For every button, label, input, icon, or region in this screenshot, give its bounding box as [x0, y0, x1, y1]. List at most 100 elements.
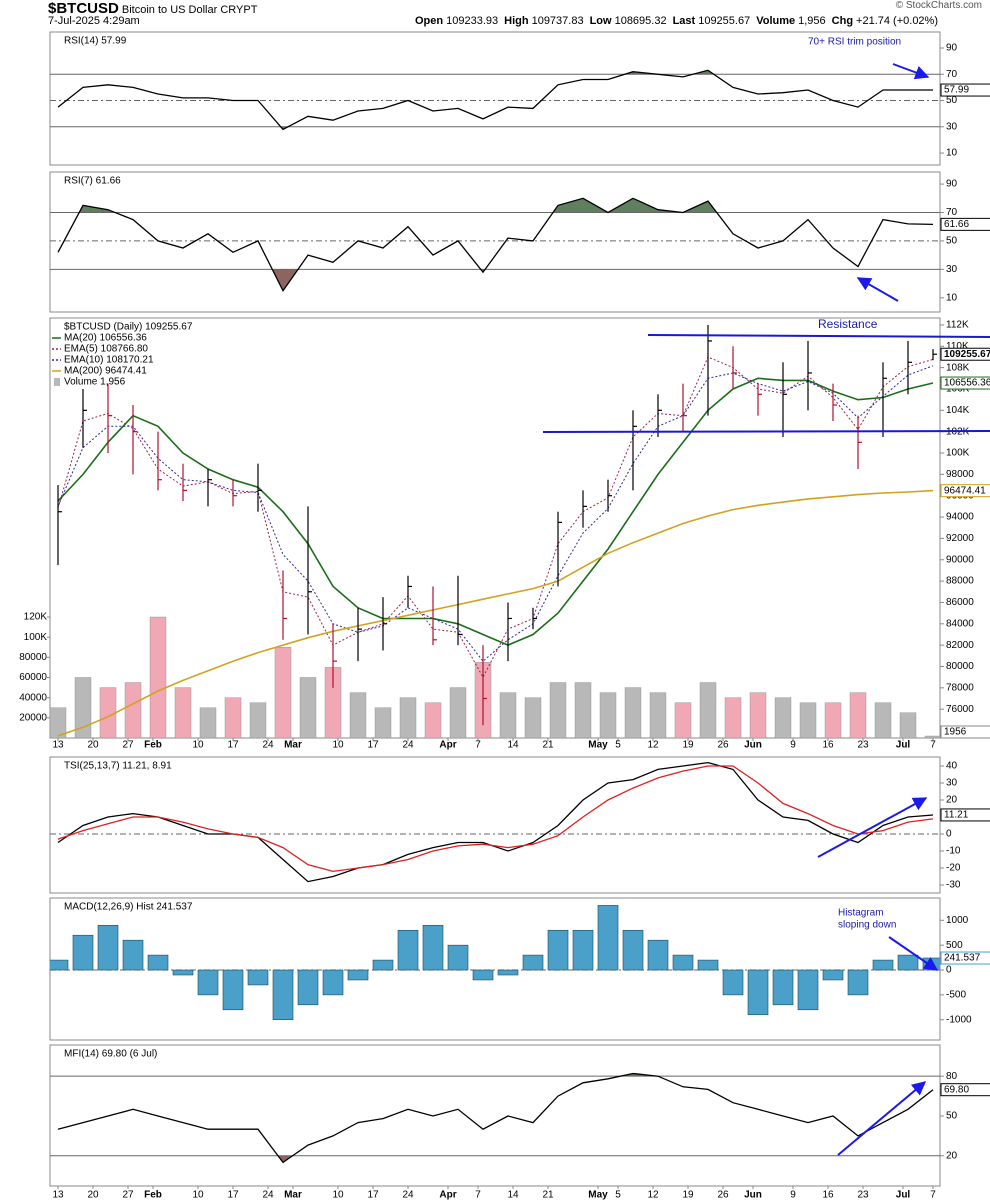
volume-tick-label: 80000: [19, 652, 47, 663]
arrow: [837, 1081, 927, 1156]
histogram-bar: [97, 924, 119, 971]
arrow: [817, 797, 928, 858]
x-tick-label: 21: [542, 1190, 554, 1201]
legend-label: MA(20) 106556.36: [64, 333, 147, 344]
y-tick-label: -20: [946, 863, 961, 874]
legend-swatch: [54, 378, 60, 386]
panel-title: TSI(25,13,7) 11.21, 8.91: [64, 761, 172, 772]
histogram-bar: [547, 929, 569, 971]
x-tick-label: 17: [227, 740, 239, 751]
stat-label: Volume: [756, 15, 796, 27]
plot: [50, 761, 940, 883]
arrow: [856, 277, 899, 302]
x-tick-label: Mar: [284, 740, 302, 751]
histogram-bar: [222, 969, 244, 1011]
annotation: Histagram: [838, 908, 884, 919]
x-tick-label: 13: [52, 740, 64, 751]
y-tick-label: 78000: [946, 682, 974, 693]
series-line: [57, 765, 934, 873]
last-value-box: [940, 951, 990, 965]
volume-bar: [724, 697, 742, 738]
y-tick-label: 20: [946, 795, 958, 806]
y-tick-label: 90: [946, 179, 958, 190]
stat-value: 1,956: [798, 15, 826, 27]
y-tick-label: -1000: [946, 1014, 972, 1025]
panel-frame: [49, 171, 941, 313]
y-tick-label: 0: [946, 965, 952, 976]
stat-label: Low: [589, 15, 612, 27]
volume-bar: [224, 697, 242, 738]
header: $BTCUSD Bitcoin to US Dollar CRYPT 7-Jul…: [48, 0, 938, 30]
volume-bar: [849, 692, 867, 738]
volume-bar: [124, 682, 142, 738]
plot: [50, 197, 940, 292]
volume-bar: [424, 702, 442, 738]
stat-value: 108695.32: [614, 15, 667, 27]
last-value-label: 57.99: [944, 85, 969, 96]
volume-bar: [274, 647, 292, 738]
stat-value: +21.74 (+0.02%): [856, 15, 938, 27]
x-tick-label: 9: [790, 1190, 796, 1201]
histogram-bar: [472, 969, 494, 981]
histogram-bar: [197, 969, 219, 996]
y-tick-label: 30: [946, 121, 958, 132]
y-tick-label: 10: [946, 292, 958, 303]
x-tick-label: 24: [402, 740, 414, 751]
histogram-bar: [322, 969, 344, 996]
x-tick-label: 5: [615, 1190, 621, 1201]
resistance-line: [647, 334, 990, 338]
legend-label: Volume 1,956: [64, 377, 126, 388]
overlay-line: [57, 356, 934, 679]
y-tick-label: 1000: [946, 915, 969, 926]
volume-bar: [149, 616, 167, 738]
overlay-line: [57, 377, 934, 646]
x-tick-label: 23: [857, 740, 869, 751]
histogram-bar: [347, 969, 369, 981]
x-tick-label: May: [588, 1190, 608, 1201]
last-value-label: 106556.36: [944, 378, 990, 389]
series-line: [57, 761, 934, 883]
date: 7-Jul-2025 4:29am: [48, 15, 140, 27]
annotation: sloping down: [838, 920, 896, 931]
x-tick-label: 10: [332, 1190, 344, 1201]
y-tick-label: 112K: [946, 320, 969, 331]
panel-frame: [49, 897, 941, 1041]
instrument-name: Bitcoin to US Dollar: [121, 4, 218, 16]
volume-tick-label: 100K: [24, 632, 48, 643]
x-tick-label: 16: [822, 740, 834, 751]
y-tick-label: 94000: [946, 512, 974, 523]
histogram-bar: [447, 944, 469, 971]
y-tick-label: 110K: [946, 341, 969, 352]
last-value-label: 61.66: [944, 219, 969, 230]
y-tick-label: 40: [946, 761, 958, 772]
header-row: 7-Jul-2025 4:29am Open 109233.93 High 10973…: [48, 15, 938, 27]
histogram-bar: [622, 929, 644, 971]
plot: [50, 324, 940, 738]
y-tick-label: 10: [946, 148, 958, 159]
x-tick-label: Feb: [144, 1190, 162, 1201]
x-tick-label: 27: [122, 740, 134, 751]
stat-value: 109737.83: [531, 15, 584, 27]
y-tick-label: 108K: [946, 362, 970, 373]
volume-bar: [574, 682, 592, 738]
x-tick-label: 12: [647, 1190, 659, 1201]
y-tick-label: 50: [946, 236, 958, 247]
histogram-bar: [522, 954, 544, 971]
histogram-bar: [897, 954, 919, 971]
volume-bar: [174, 687, 192, 738]
histogram-bar: [797, 969, 819, 1011]
volume-tick-label: 20000: [19, 712, 47, 723]
y-tick-label: 86000: [946, 597, 974, 608]
panel-frame: [49, 1044, 941, 1187]
panel-title: RSI(7) 61.66: [64, 176, 121, 187]
last-value-box: [940, 725, 990, 739]
volume-tick-label: 120K: [24, 612, 48, 623]
overlay-line: [57, 489, 934, 737]
exchange: CRYPT: [220, 4, 258, 16]
y-tick-label: 84000: [946, 618, 974, 629]
x-tick-label: Jul: [896, 1190, 911, 1201]
y-tick-label: 100K: [946, 448, 970, 459]
volume-bar: [74, 677, 92, 738]
